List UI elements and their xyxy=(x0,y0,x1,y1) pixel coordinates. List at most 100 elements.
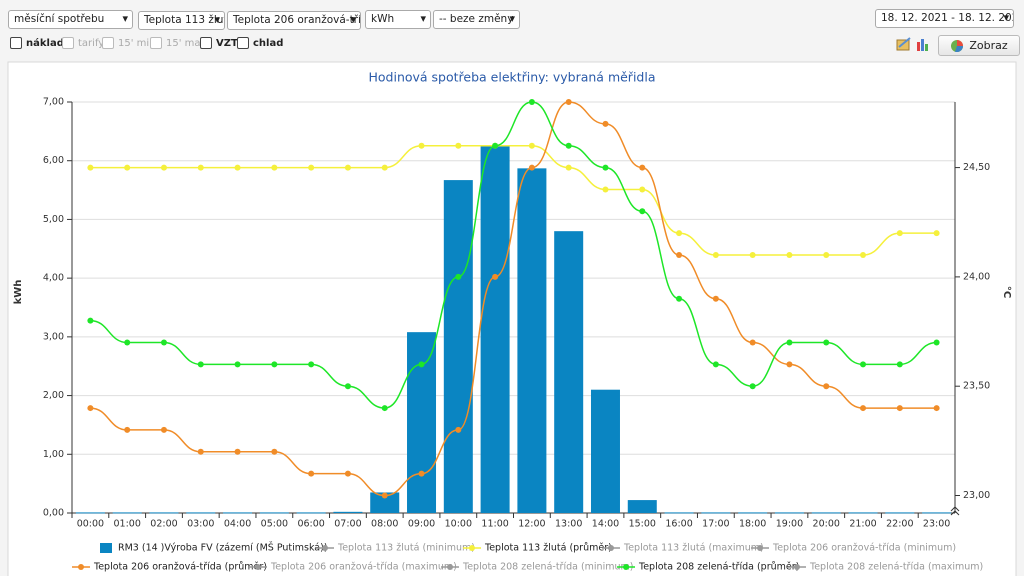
point xyxy=(87,164,94,171)
x-tick-label: 18:00 xyxy=(739,519,766,530)
x-tick-label: 01:00 xyxy=(113,519,140,530)
legend-label[interactable]: Teplota 206 oranžová-třída (minimum) xyxy=(772,543,956,554)
legend-label[interactable]: Teplota 206 oranžová-třída (průměr) xyxy=(93,562,267,573)
point xyxy=(896,405,903,412)
x-tick-label: 06:00 xyxy=(297,519,324,530)
meter-select[interactable]: Teplota 113 žlutá xyxy=(138,11,225,30)
show-button[interactable]: Zobraz xyxy=(938,35,1020,56)
point xyxy=(160,164,167,171)
bar xyxy=(590,389,620,513)
point xyxy=(602,186,609,193)
checkbox-box[interactable] xyxy=(150,37,162,49)
checkbox[interactable]: VZT xyxy=(200,37,238,49)
checkbox[interactable]: tarify xyxy=(62,37,104,49)
checkbox[interactable]: náklady xyxy=(10,37,70,49)
point xyxy=(271,361,278,368)
point xyxy=(860,361,867,368)
bar xyxy=(149,512,179,514)
bar xyxy=(443,180,473,513)
point xyxy=(933,230,940,237)
legend-label[interactable]: Teplota 113 žlutá (minimum) xyxy=(337,543,475,554)
point xyxy=(418,470,425,477)
point xyxy=(896,230,903,237)
bar xyxy=(627,500,657,513)
bar xyxy=(774,512,804,514)
checkbox-box[interactable] xyxy=(237,37,249,49)
mode-select[interactable]: měsíční spotřebu xyxy=(8,10,133,29)
legend-swatch xyxy=(447,564,453,570)
y2-tick-label: 23,50 xyxy=(963,381,990,392)
bar xyxy=(811,512,841,514)
legend-label[interactable]: Teplota 208 zelená-třída (maximum) xyxy=(809,562,983,573)
point xyxy=(455,142,462,149)
legend-label[interactable]: Teplota 113 žlutá (maximum) xyxy=(623,543,764,554)
point xyxy=(896,361,903,368)
x-tick-label: 22:00 xyxy=(886,519,913,530)
bar xyxy=(186,512,216,514)
change-text: -- beze změny xyxy=(439,13,514,25)
point xyxy=(712,295,719,302)
bar xyxy=(407,332,437,513)
change-select[interactable]: -- beze změny xyxy=(433,10,520,29)
point xyxy=(676,252,683,259)
checkbox-box[interactable] xyxy=(62,37,74,49)
point xyxy=(492,273,499,280)
unit-select[interactable]: kWh xyxy=(365,10,431,29)
bar xyxy=(370,492,400,513)
bar xyxy=(333,511,363,513)
point xyxy=(381,492,388,499)
point xyxy=(639,208,646,215)
meter-text: Teplota 206 oranžová-třída xyxy=(233,14,361,26)
legend-swatch xyxy=(78,564,84,570)
point xyxy=(418,142,425,149)
point xyxy=(676,295,683,302)
checkbox-label: náklady xyxy=(26,37,71,49)
point xyxy=(271,164,278,171)
point xyxy=(418,361,425,368)
checkbox[interactable]: 15' min xyxy=(102,37,156,49)
bar xyxy=(480,146,510,514)
bar xyxy=(517,168,547,513)
point xyxy=(823,252,830,259)
bar xyxy=(75,512,105,514)
legend-label[interactable]: Teplota 208 zelená-třída (minimum) xyxy=(462,562,633,573)
point xyxy=(933,339,940,346)
checkbox-box[interactable] xyxy=(10,37,22,49)
checkbox-box[interactable] xyxy=(102,37,114,49)
point xyxy=(933,405,940,412)
date-input[interactable]: 18. 12. 2021 - 18. 12. 2021 xyxy=(875,9,1014,28)
point xyxy=(565,164,572,171)
point xyxy=(565,142,572,149)
y-axis-label: kWh xyxy=(13,280,24,305)
legend-label[interactable]: Teplota 208 zelená-třída (průměr) xyxy=(638,562,799,573)
legend-label[interactable]: Teplota 113 žlutá (průměr) xyxy=(484,543,612,554)
point xyxy=(344,383,351,390)
x-tick-label: 17:00 xyxy=(702,519,729,530)
legend-label[interactable]: Teplota 206 oranžová-třída (maximum) xyxy=(270,562,457,573)
point xyxy=(565,99,572,105)
legend-swatch xyxy=(608,545,614,551)
x-tick-label: 09:00 xyxy=(408,519,435,530)
line xyxy=(90,101,937,409)
point xyxy=(308,361,315,368)
meter-select[interactable]: Teplota 206 oranžová-třída xyxy=(227,11,361,30)
point xyxy=(528,99,535,105)
legend-swatch xyxy=(623,564,629,570)
point xyxy=(160,426,167,433)
button-text: Zobraz xyxy=(969,39,1008,52)
bar xyxy=(885,512,915,514)
point xyxy=(749,252,756,259)
x-tick-label: 16:00 xyxy=(665,519,692,530)
checkbox-box[interactable] xyxy=(200,37,212,49)
chart-title: Hodinová spotřeba elektřiny: vybraná měř… xyxy=(368,70,655,85)
checkbox[interactable]: chlad xyxy=(237,37,283,49)
checkbox[interactable]: 15' max xyxy=(150,37,206,49)
point xyxy=(602,164,609,171)
date-text: 18. 12. 2021 - 18. 12. 2021 xyxy=(881,12,1014,24)
point xyxy=(528,142,535,149)
point xyxy=(860,405,867,412)
y2-tick-label: 24,50 xyxy=(963,162,990,173)
y-tick-label: 3,00 xyxy=(43,331,64,342)
point xyxy=(124,164,131,171)
legend-label[interactable]: RM3 (14 )Výroba FV (zázemí (MŠ Putimská)… xyxy=(118,542,328,554)
